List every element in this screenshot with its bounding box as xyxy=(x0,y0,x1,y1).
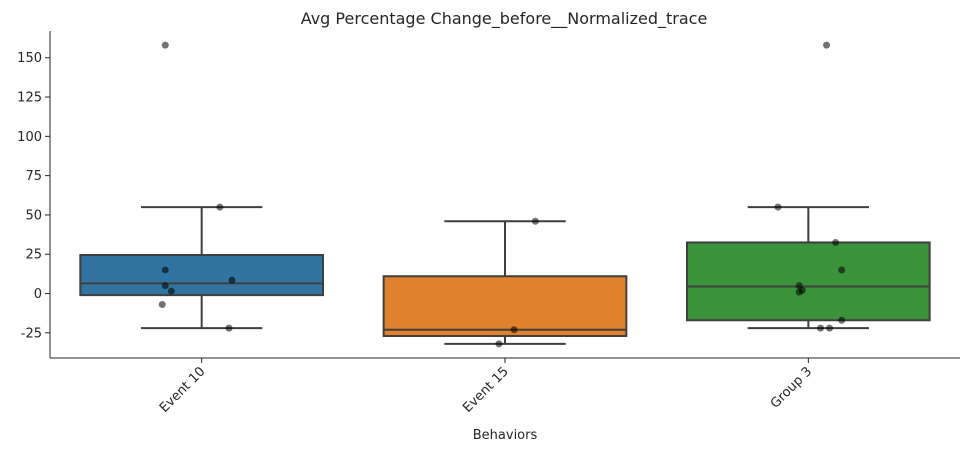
box-group-1 xyxy=(79,206,325,330)
data-point xyxy=(826,324,834,332)
y-tick-label: -25 xyxy=(21,326,42,341)
data-point xyxy=(158,301,166,309)
y-tick-label: 0 xyxy=(34,287,42,302)
x-tick-label: Group 3 xyxy=(768,364,815,411)
axes-layer: -25 0 25 50 75 100 125 150 Event 10 Event 15 Group… xyxy=(17,31,960,416)
data-point xyxy=(228,276,236,284)
box-group-3 xyxy=(686,206,931,330)
y-tick-label: 150 xyxy=(17,51,42,66)
data-point xyxy=(225,324,233,332)
box xyxy=(382,275,628,337)
data-point xyxy=(823,41,831,49)
data-point xyxy=(774,203,782,211)
data-point xyxy=(161,282,169,290)
y-tick-label: 125 xyxy=(17,91,42,106)
data-point xyxy=(161,266,169,274)
box-group-2 xyxy=(382,220,628,345)
data-point xyxy=(795,288,803,296)
data-point xyxy=(838,266,846,274)
data-point xyxy=(167,287,175,295)
data-point xyxy=(510,326,518,334)
data-point xyxy=(495,340,503,348)
data-point xyxy=(838,316,846,324)
data-point xyxy=(816,324,824,332)
x-tick-label: Event 10 xyxy=(157,364,209,416)
data-point xyxy=(161,41,169,49)
y-tick-label: 25 xyxy=(25,248,42,263)
data-point xyxy=(531,217,539,225)
points-layer xyxy=(158,41,846,348)
y-tick-label: 50 xyxy=(25,208,42,223)
x-axis-label: Behaviors xyxy=(473,428,538,443)
x-tick-label: Event 15 xyxy=(460,364,512,416)
y-tick-label: 100 xyxy=(17,130,42,145)
y-tick-label: 75 xyxy=(25,169,42,184)
boxes-layer xyxy=(79,206,931,345)
data-point xyxy=(216,203,224,211)
chart-title: Avg Percentage Change_before__Normalized… xyxy=(301,9,708,29)
box xyxy=(686,241,931,322)
data-point xyxy=(832,238,840,246)
box xyxy=(79,254,325,297)
